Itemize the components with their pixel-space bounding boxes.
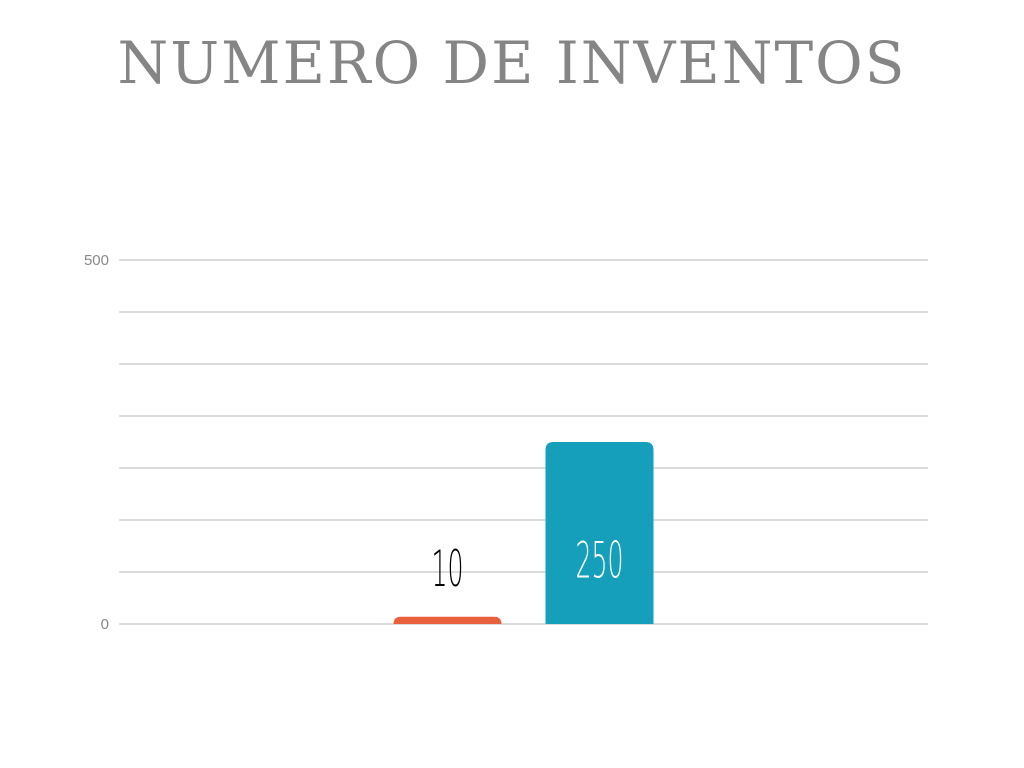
y-tick-label: 500: [84, 252, 109, 269]
value-label: 250: [576, 532, 624, 590]
bar: [545, 442, 654, 624]
y-tick-label: 0: [101, 616, 109, 633]
value-label: 10: [432, 540, 464, 598]
chart-title: NUMERO DE INVENTOS: [118, 29, 907, 97]
bar: [393, 616, 502, 624]
